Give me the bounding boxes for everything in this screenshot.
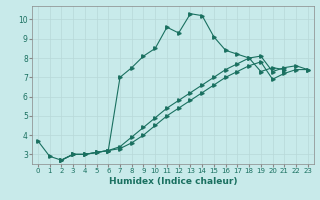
- X-axis label: Humidex (Indice chaleur): Humidex (Indice chaleur): [108, 177, 237, 186]
